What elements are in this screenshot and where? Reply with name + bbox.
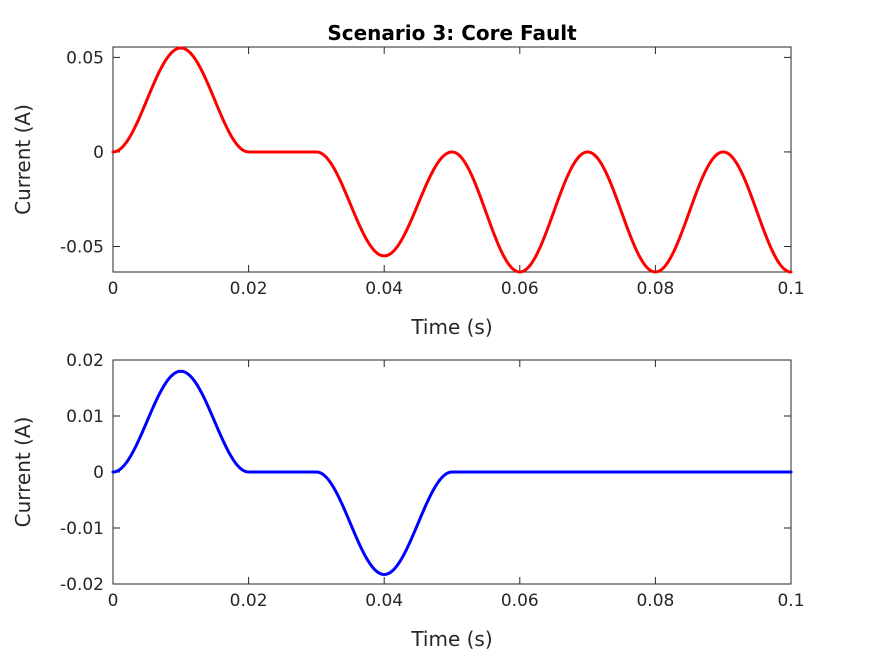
chart-panel-1: 0 0.02 0.04 0.06 0.08 0.1 -0.05 0 0.05 Time (s) Cu… [11, 21, 805, 339]
x-tick-label: 0.1 [777, 279, 804, 299]
y-tick-label: 0 [93, 463, 104, 483]
series-line-1 [111, 369, 793, 576]
y-tick-label: 0 [93, 143, 104, 163]
x-tick-label: 0.08 [636, 591, 674, 611]
y-tick-label: 0.02 [66, 351, 104, 371]
y-axis-label: Current (A) [11, 417, 35, 528]
axes-frame [112, 46, 792, 273]
x-tick-label: 0.04 [365, 591, 403, 611]
x-tick-label: 0 [108, 279, 119, 299]
y-axis-label: Current (A) [11, 104, 35, 215]
x-tick-label: 0.02 [230, 279, 268, 299]
x-tick-label: 0.08 [636, 279, 674, 299]
x-axis-label: Time (s) [410, 627, 492, 651]
series-line-1 [111, 46, 793, 274]
x-axis-label: Time (s) [410, 315, 492, 339]
y-tick-label: -0.02 [60, 575, 104, 595]
y-tick-label: -0.05 [60, 237, 104, 257]
x-tick-label: 0.06 [501, 591, 539, 611]
chart-panel-2: 0 0.02 0.04 0.06 0.08 0.1 -0.02 -0.01 0 0.01 0.02 T… [11, 351, 805, 651]
x-tick-label: 0.1 [777, 591, 804, 611]
x-tick-label: 0.04 [365, 279, 403, 299]
x-tick-label: 0 [108, 591, 119, 611]
y-tick-label: 0.01 [66, 407, 104, 427]
x-tick-label: 0.06 [501, 279, 539, 299]
y-tick-label: -0.01 [60, 519, 104, 539]
x-tick-label: 0.02 [230, 591, 268, 611]
chart-title: Scenario 3: Core Fault [327, 21, 577, 45]
y-tick-label: 0.05 [66, 48, 104, 68]
